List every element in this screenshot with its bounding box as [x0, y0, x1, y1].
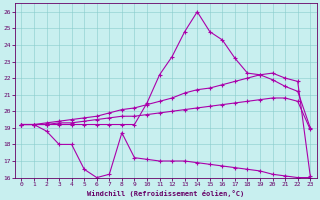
X-axis label: Windchill (Refroidissement éolien,°C): Windchill (Refroidissement éolien,°C)	[87, 190, 244, 197]
